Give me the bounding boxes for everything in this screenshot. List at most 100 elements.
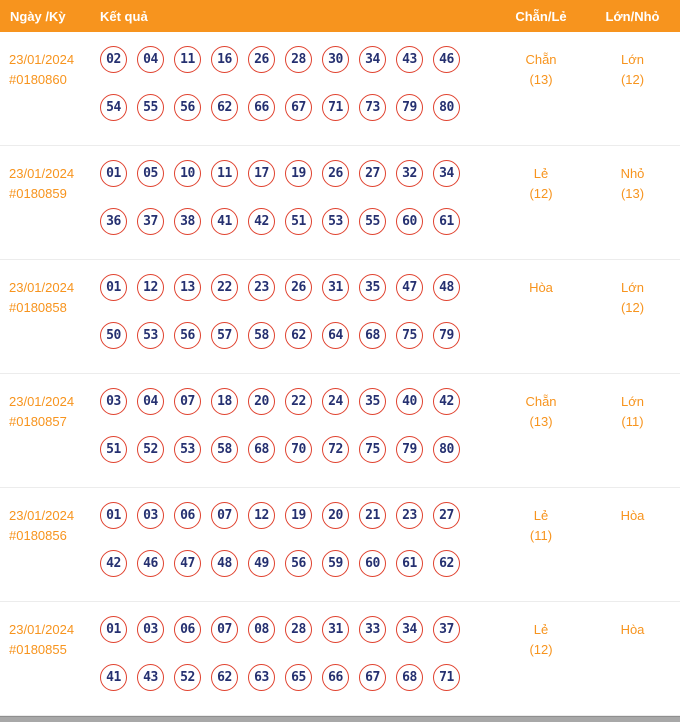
- parity-cell: Chẵn (13): [497, 46, 585, 90]
- draw-info: 23/01/2024 #0180859: [0, 160, 92, 204]
- draw-date: 23/01/2024: [9, 508, 75, 523]
- parity-label: Lẻ: [533, 508, 549, 523]
- draw-id: #0180859: [9, 186, 67, 201]
- result-ball: 51: [285, 208, 312, 235]
- result-ball: 56: [174, 322, 201, 349]
- result-row: 23/01/2024 #0180855 01 03 06 07 08 28 31 33 34 37…: [0, 602, 680, 716]
- size-label: Hòa: [620, 622, 645, 637]
- result-ball: 41: [211, 208, 238, 235]
- table-header-row: Ngày /Kỳ Kết quả Chẵn/Lẻ Lớn/Nhỏ: [0, 0, 680, 32]
- size-label: Lớn: [621, 280, 644, 295]
- result-ball: 34: [396, 616, 423, 643]
- result-ball: 55: [137, 94, 164, 121]
- result-ball: 50: [100, 322, 127, 349]
- result-ball: 17: [248, 160, 275, 187]
- ball-line-1: 03 04 07 18 20 22 24 35 40 42: [100, 388, 497, 415]
- result-ball: 60: [359, 550, 386, 577]
- result-ball: 43: [137, 664, 164, 691]
- result-numbers: 01 03 06 07 08 28 31 33 34 37 41 43 52 62 63 65 66 67 68 7…: [92, 616, 497, 691]
- result-ball: 70: [285, 436, 312, 463]
- result-ball: 72: [322, 436, 349, 463]
- result-ball: 30: [322, 46, 349, 73]
- result-ball: 57: [211, 322, 238, 349]
- ball-line-2: 41 43 52 62 63 65 66 67 68 71: [100, 664, 497, 691]
- size-cell: Hòa: [585, 616, 680, 640]
- result-ball: 66: [248, 94, 275, 121]
- result-ball: 71: [433, 664, 460, 691]
- result-ball: 42: [433, 388, 460, 415]
- result-ball: 11: [211, 160, 238, 187]
- result-row: 23/01/2024 #0180856 01 03 06 07 12 19 20 21 23 27…: [0, 488, 680, 602]
- result-ball: 43: [396, 46, 423, 73]
- result-ball: 56: [174, 94, 201, 121]
- result-ball: 49: [248, 550, 275, 577]
- result-ball: 06: [174, 616, 201, 643]
- result-row: 23/01/2024 #0180858 01 12 13 22 23 26 31 35 47 48…: [0, 260, 680, 374]
- draw-id: #0180858: [9, 300, 67, 315]
- result-ball: 26: [285, 274, 312, 301]
- result-ball: 18: [211, 388, 238, 415]
- result-ball: 75: [396, 322, 423, 349]
- result-numbers: 01 05 10 11 17 19 26 27 32 34 36 37 38 41 42 51 53 55 60 6…: [92, 160, 497, 235]
- parity-label: Chẵn: [525, 394, 557, 409]
- result-ball: 26: [322, 160, 349, 187]
- results-body: 23/01/2024 #0180860 02 04 11 16 26 28 30 34 43 46…: [0, 32, 680, 716]
- result-ball: 33: [359, 616, 386, 643]
- parity-count: (13): [529, 72, 553, 87]
- column-header-result: Kết quả: [100, 8, 148, 24]
- result-ball: 22: [211, 274, 238, 301]
- result-ball: 11: [174, 46, 201, 73]
- result-ball: 16: [211, 46, 238, 73]
- draw-info: 23/01/2024 #0180855: [0, 616, 92, 660]
- result-ball: 01: [100, 274, 127, 301]
- result-numbers: 01 03 06 07 12 19 20 21 23 27 42 46 47 48 49 56 59 60 61 6…: [92, 502, 497, 577]
- column-header-date: Ngày /Kỳ: [10, 8, 66, 24]
- parity-cell: Lẻ (12): [497, 160, 585, 204]
- result-ball: 75: [359, 436, 386, 463]
- parity-label: Hòa: [529, 280, 553, 295]
- size-label: Lớn: [621, 52, 644, 67]
- result-ball: 48: [433, 274, 460, 301]
- result-ball: 51: [100, 436, 127, 463]
- draw-id: #0180857: [9, 414, 67, 429]
- size-cell: Lớn (12): [585, 46, 680, 90]
- ball-line-1: 01 12 13 22 23 26 31 35 47 48: [100, 274, 497, 301]
- result-ball: 31: [322, 616, 349, 643]
- result-ball: 28: [285, 616, 312, 643]
- result-ball: 41: [100, 664, 127, 691]
- parity-count: (13): [529, 414, 553, 429]
- size-count: (11): [621, 414, 644, 429]
- result-ball: 68: [359, 322, 386, 349]
- result-ball: 54: [100, 94, 127, 121]
- result-ball: 24: [322, 388, 349, 415]
- parity-cell: Lẻ (11): [497, 502, 585, 546]
- result-ball: 23: [248, 274, 275, 301]
- result-ball: 37: [433, 616, 460, 643]
- result-ball: 65: [285, 664, 312, 691]
- draw-date: 23/01/2024: [9, 280, 75, 295]
- size-cell: Lớn (11): [585, 388, 680, 432]
- result-ball: 01: [100, 616, 127, 643]
- ball-line-2: 42 46 47 48 49 56 59 60 61 62: [100, 550, 497, 577]
- horizontal-scrollbar[interactable]: [0, 716, 680, 722]
- result-ball: 01: [100, 502, 127, 529]
- result-ball: 22: [285, 388, 312, 415]
- result-ball: 02: [100, 46, 127, 73]
- result-ball: 66: [322, 664, 349, 691]
- result-ball: 62: [211, 664, 238, 691]
- result-ball: 06: [174, 502, 201, 529]
- result-ball: 34: [433, 160, 460, 187]
- result-ball: 03: [137, 502, 164, 529]
- result-ball: 46: [137, 550, 164, 577]
- result-ball: 61: [396, 550, 423, 577]
- result-ball: 32: [396, 160, 423, 187]
- result-ball: 10: [174, 160, 201, 187]
- result-numbers: 02 04 11 16 26 28 30 34 43 46 54 55 56 62 66 67 71 73 79 8…: [92, 46, 497, 121]
- result-ball: 67: [359, 664, 386, 691]
- parity-count: (11): [529, 528, 553, 543]
- parity-count: (12): [529, 186, 553, 201]
- result-ball: 07: [211, 502, 238, 529]
- size-cell: Lớn (12): [585, 274, 680, 318]
- result-ball: 26: [248, 46, 275, 73]
